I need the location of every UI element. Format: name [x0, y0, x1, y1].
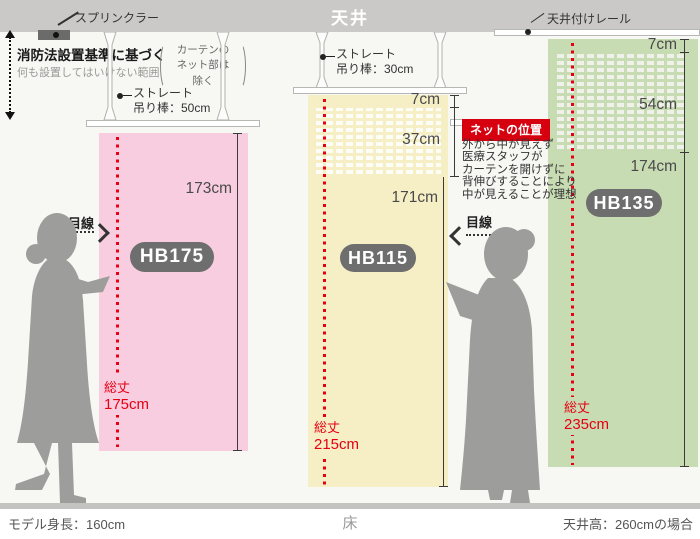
measure-bracket-7-37 [454, 95, 455, 177]
net-position-dotted-line [323, 99, 326, 485]
arrow-down-icon [5, 112, 15, 120]
sprinkler-pointer-dot [53, 32, 59, 38]
badge-hb135: HB135 [586, 189, 662, 217]
ceiling-bar: 天井 [0, 0, 700, 32]
nurse-silhouette-left [15, 213, 110, 503]
rod-pointer-dot [117, 93, 123, 99]
measurement-37cm: 37cm [402, 131, 440, 148]
note-line2: ネット部は除く [176, 59, 230, 87]
net-position-callout-title: ネットの位置 [462, 119, 551, 141]
ceiling-height-note: 天井高：260cmの場合 [562, 517, 693, 532]
curtain-net-hb135 [554, 52, 684, 152]
curtain-net-exception-note: カーテンの ネット部は除く [160, 41, 246, 91]
floor-label: 床 [342, 515, 358, 532]
note-line1: カーテンの [176, 44, 230, 57]
rod-30-label: ストレート 吊り棒：30cm [336, 47, 414, 76]
model-height-note: モデル身長：160cm [8, 517, 126, 532]
measure-line-171 [443, 177, 444, 487]
measure-line-173 [237, 133, 238, 451]
net-position-dotted-line [571, 43, 574, 465]
total-length-hb115: 総丈 215cm [311, 417, 363, 455]
hanging-rod-icon [103, 32, 117, 120]
no-install-range-arrow-icon [4, 30, 16, 120]
measurement-54cm: 54cm [639, 96, 677, 113]
net-position-dotted-line [116, 137, 119, 447]
eyeline-dotted-arrow [68, 231, 94, 233]
rod-pointer-line [326, 56, 335, 57]
curtain-rail [293, 87, 467, 94]
net-position-callout-text: 外から中が見えず 医療スタッフが カーテンを開けずに 背伸びすることにより 中が… [462, 139, 577, 201]
fire-code-subtitle: 何も設置してはいけない範囲 [17, 67, 160, 79]
curtain-rail [86, 120, 260, 127]
rod-pointer-line [123, 95, 132, 96]
footer [0, 509, 700, 539]
sprinkler-label: スプリンクラー [75, 11, 160, 25]
right-paren-icon [233, 41, 246, 91]
rod-pointer-dot [320, 54, 326, 60]
measurement-7cm: 7cm [410, 91, 440, 108]
eyeline-dotted-arrow [466, 234, 494, 236]
ceiling-label: 天井 [331, 8, 369, 28]
badge-hb115: HB115 [340, 244, 416, 272]
hanging-rod-icon [433, 32, 447, 88]
hanging-rod-icon [315, 32, 329, 88]
measurement-174cm: 174cm [630, 158, 677, 175]
measurement-171cm: 171cm [391, 189, 438, 206]
rail-pointer-dot [525, 29, 531, 35]
left-paren-icon [160, 41, 173, 91]
total-length-hb175: 総丈 175cm [101, 377, 153, 415]
arrow-up-icon [5, 30, 15, 38]
hanging-rod-icon [216, 32, 230, 120]
arrow-dotted-line [9, 37, 11, 113]
nurse-silhouette-right [446, 227, 540, 503]
floor-bar [0, 503, 700, 509]
eyeline-label: 目線 [466, 215, 493, 230]
measurement-173cm: 173cm [185, 180, 232, 197]
measure-line-hb135 [684, 39, 685, 467]
rod-50-label: ストレート 吊り棒：50cm [133, 86, 211, 115]
badge-hb175: HB175 [130, 242, 214, 272]
fire-code-title: 消防法設置基準に基づく [17, 48, 166, 63]
ceiling-rail-label: 天井付けレール [547, 12, 632, 26]
total-length-hb135: 総丈 235cm [561, 397, 613, 435]
curtain-net-hb115 [313, 108, 441, 177]
measurement-7cm: 7cm [647, 36, 677, 53]
